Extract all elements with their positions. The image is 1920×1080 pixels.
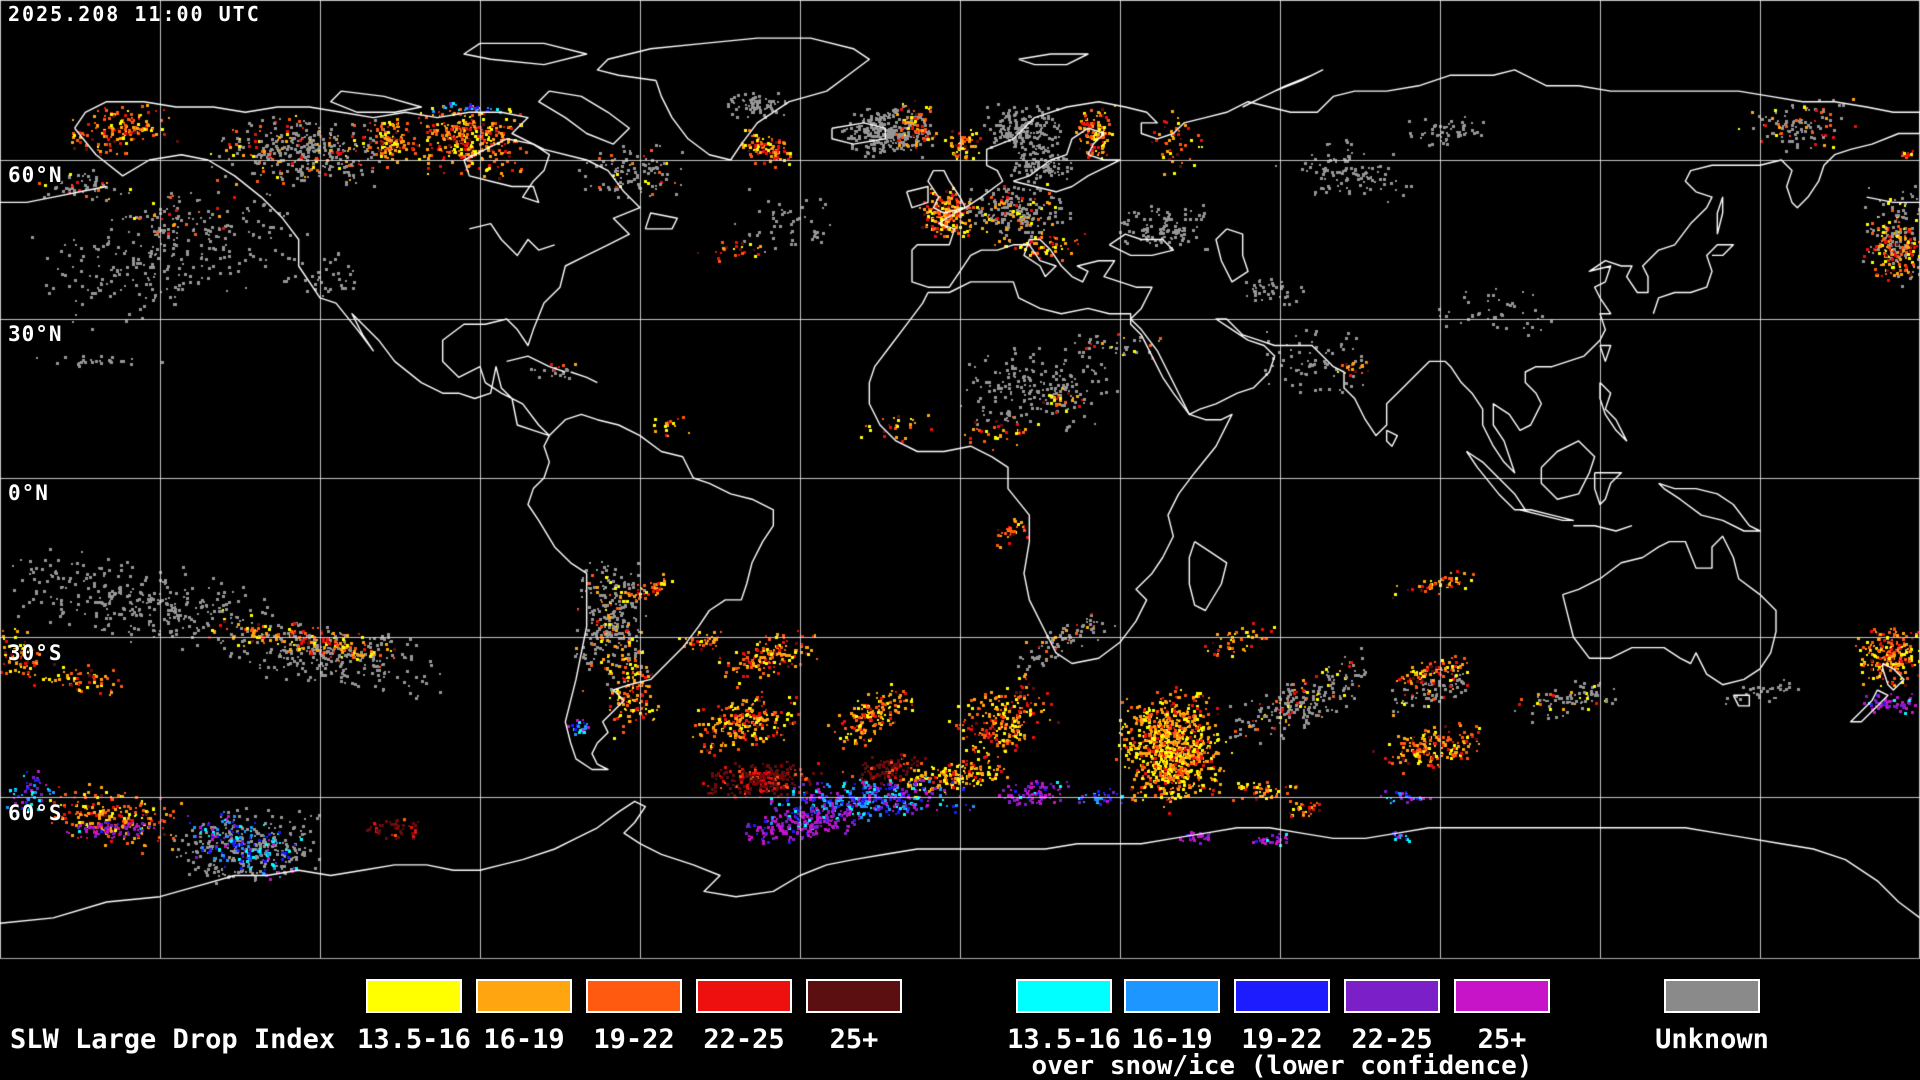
- legend-label-snowice-3: 19-22: [1241, 1024, 1323, 1055]
- legend-swatch-warm-3: [586, 979, 682, 1013]
- legend-swatch-snowice-4: [1344, 979, 1440, 1013]
- legend-label-warm-4: 22-25: [703, 1024, 785, 1055]
- legend-swatch-snowice-3: [1234, 979, 1330, 1013]
- legend-swatch-warm-1: [366, 979, 462, 1013]
- legend-title: SLW Large Drop Index: [10, 1024, 336, 1055]
- legend-label-warm-5: 25+: [829, 1024, 879, 1055]
- legend-label-warm-2: 16-19: [483, 1024, 565, 1055]
- legend-swatch-snowice-5: [1454, 979, 1550, 1013]
- legend-label-snowice-2: 16-19: [1131, 1024, 1213, 1055]
- legend-swatch-warm-4: [696, 979, 792, 1013]
- legend-label-snowice-5: 25+: [1477, 1024, 1527, 1055]
- lat-label-0n: 0°N: [8, 481, 49, 505]
- legend-swatch-warm-2: [476, 979, 572, 1013]
- legend-swatch-snowice-1: [1016, 979, 1112, 1013]
- legend-snowice-caption: over snow/ice (lower confidence): [1031, 1051, 1533, 1080]
- legend-label-snowice-1: 13.5-16: [1007, 1024, 1121, 1055]
- legend-label-snowice-4: 22-25: [1351, 1024, 1433, 1055]
- legend-swatch-snowice-2: [1124, 979, 1220, 1013]
- lat-label-60s: 60°S: [8, 801, 63, 825]
- legend-label-warm-3: 19-22: [593, 1024, 675, 1055]
- lat-label-30n: 30°N: [8, 322, 63, 346]
- lat-label-60n: 60°N: [8, 163, 63, 187]
- legend-label-unknown: Unknown: [1655, 1024, 1769, 1055]
- lat-label-30s: 30°S: [8, 641, 63, 665]
- legend-label-warm-1: 13.5-16: [357, 1024, 471, 1055]
- legend-swatch-unknown: [1664, 979, 1760, 1013]
- legend-swatch-warm-5: [806, 979, 902, 1013]
- timestamp: 2025.208 11:00 UTC: [8, 2, 261, 26]
